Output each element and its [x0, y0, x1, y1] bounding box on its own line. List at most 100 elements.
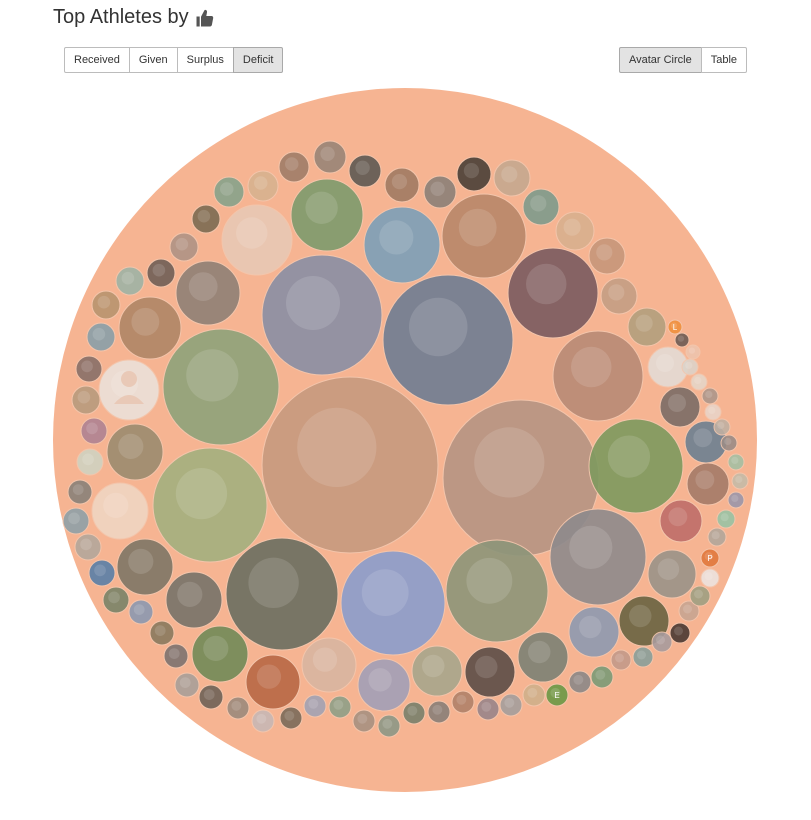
athlete-avatar[interactable]	[303, 694, 327, 718]
athlete-avatar[interactable]	[632, 646, 654, 668]
deficit-button[interactable]: Deficit	[232, 47, 284, 73]
athlete-avatar[interactable]	[86, 322, 116, 352]
athlete-avatar[interactable]	[102, 586, 130, 614]
athlete-avatar[interactable]	[568, 606, 620, 658]
athlete-avatar[interactable]	[427, 700, 451, 724]
athlete-avatar[interactable]	[456, 156, 492, 192]
athlete-avatar[interactable]	[499, 693, 523, 717]
athlete-avatar[interactable]	[91, 290, 121, 320]
athlete-avatar[interactable]	[522, 683, 546, 707]
athlete-avatar[interactable]	[445, 539, 549, 643]
athlete-avatar[interactable]	[191, 204, 221, 234]
athlete-avatar[interactable]	[261, 376, 439, 554]
athlete-avatar[interactable]	[245, 654, 301, 710]
athlete-avatar[interactable]	[146, 258, 176, 288]
athlete-avatar[interactable]	[67, 479, 93, 505]
athlete-avatar[interactable]	[674, 332, 690, 348]
athlete-avatar[interactable]	[175, 260, 241, 326]
athlete-avatar[interactable]	[727, 453, 745, 471]
athlete-avatar[interactable]	[174, 672, 200, 698]
athlete-avatar[interactable]	[116, 538, 174, 596]
athlete-avatar[interactable]	[165, 571, 223, 629]
athlete-avatar[interactable]	[588, 418, 684, 514]
athlete-avatar[interactable]	[128, 599, 154, 625]
athlete-avatar[interactable]	[226, 696, 250, 720]
athlete-avatar[interactable]	[681, 358, 699, 376]
athlete-avatar[interactable]	[328, 695, 352, 719]
athlete-avatar[interactable]	[169, 232, 199, 262]
athlete-avatar[interactable]	[522, 188, 560, 226]
received-button[interactable]: Received	[64, 47, 130, 73]
athlete-avatar[interactable]	[689, 585, 711, 607]
athlete-avatar[interactable]	[75, 355, 103, 383]
athlete-avatar[interactable]	[701, 387, 719, 405]
athlete-avatar[interactable]	[221, 204, 293, 276]
athlete-avatar[interactable]	[301, 637, 357, 693]
athlete-avatar[interactable]	[352, 709, 376, 733]
athlete-avatar[interactable]	[80, 417, 108, 445]
athlete-avatar[interactable]	[115, 266, 145, 296]
athlete-avatar[interactable]	[191, 625, 249, 683]
athlete-avatar[interactable]	[647, 549, 697, 599]
athlete-avatar[interactable]	[552, 330, 644, 422]
athlete-avatar[interactable]	[149, 620, 175, 646]
athlete-avatar[interactable]	[700, 568, 720, 588]
athlete-avatar[interactable]	[213, 176, 245, 208]
table-button[interactable]: Table	[700, 47, 747, 73]
athlete-avatar[interactable]	[198, 684, 224, 710]
athlete-avatar[interactable]	[690, 373, 708, 391]
athlete-avatar[interactable]	[517, 631, 569, 683]
athlete-avatar[interactable]	[152, 447, 268, 563]
athlete-avatar[interactable]	[545, 683, 569, 707]
athlete-avatar[interactable]	[62, 507, 90, 535]
athlete-avatar[interactable]	[731, 472, 749, 490]
athlete-avatar[interactable]	[476, 697, 500, 721]
athlete-avatar[interactable]	[700, 548, 720, 568]
athlete-avatar[interactable]	[507, 247, 599, 339]
athlete-avatar[interactable]	[549, 508, 647, 606]
athlete-avatar[interactable]	[162, 328, 280, 446]
athlete-avatar[interactable]	[261, 254, 383, 376]
athlete-avatar[interactable]	[340, 550, 446, 656]
athlete-avatar[interactable]	[411, 645, 463, 697]
athlete-avatar[interactable]	[659, 386, 701, 428]
athlete-avatar[interactable]	[348, 154, 382, 188]
athlete-avatar[interactable]	[627, 307, 667, 347]
athlete-avatar[interactable]	[74, 533, 102, 561]
athlete-avatar[interactable]	[590, 665, 614, 689]
athlete-avatar[interactable]	[493, 159, 531, 197]
athlete-avatar[interactable]	[118, 296, 182, 360]
athlete-avatar[interactable]	[382, 274, 514, 406]
athlete-avatar[interactable]	[678, 600, 700, 622]
athlete-avatar[interactable]	[377, 714, 401, 738]
athlete-avatar[interactable]	[91, 482, 149, 540]
athlete-avatar[interactable]	[568, 670, 592, 694]
athlete-avatar[interactable]	[278, 151, 310, 183]
athlete-avatar[interactable]	[451, 690, 475, 714]
given-button[interactable]: Given	[128, 47, 178, 73]
athlete-avatar[interactable]	[363, 206, 441, 284]
athlete-avatar[interactable]	[464, 646, 516, 698]
athlete-avatar[interactable]	[669, 622, 691, 644]
athlete-avatar[interactable]	[588, 237, 626, 275]
athlete-avatar[interactable]	[106, 423, 164, 481]
athlete-avatar[interactable]	[685, 344, 701, 360]
avatar-circle-button[interactable]: Avatar Circle	[618, 47, 702, 73]
athlete-avatar[interactable]	[704, 403, 722, 421]
athlete-avatar[interactable]	[720, 434, 738, 452]
athlete-avatar[interactable]	[659, 499, 703, 543]
athlete-avatar[interactable]	[279, 706, 303, 730]
athlete-avatar[interactable]	[402, 701, 426, 725]
athlete-avatar[interactable]	[716, 509, 736, 529]
athlete-avatar[interactable]	[71, 385, 101, 415]
athlete-avatar[interactable]	[225, 537, 339, 651]
athlete-avatar[interactable]	[98, 359, 160, 421]
athlete-avatar[interactable]	[163, 643, 189, 669]
athlete-avatar[interactable]	[290, 178, 364, 252]
athlete-avatar[interactable]	[251, 709, 275, 733]
athlete-avatar[interactable]	[357, 658, 411, 712]
athlete-avatar[interactable]	[441, 193, 527, 279]
athlete-avatar[interactable]	[313, 140, 347, 174]
athlete-avatar[interactable]	[667, 319, 683, 335]
athlete-avatar[interactable]	[384, 167, 420, 203]
